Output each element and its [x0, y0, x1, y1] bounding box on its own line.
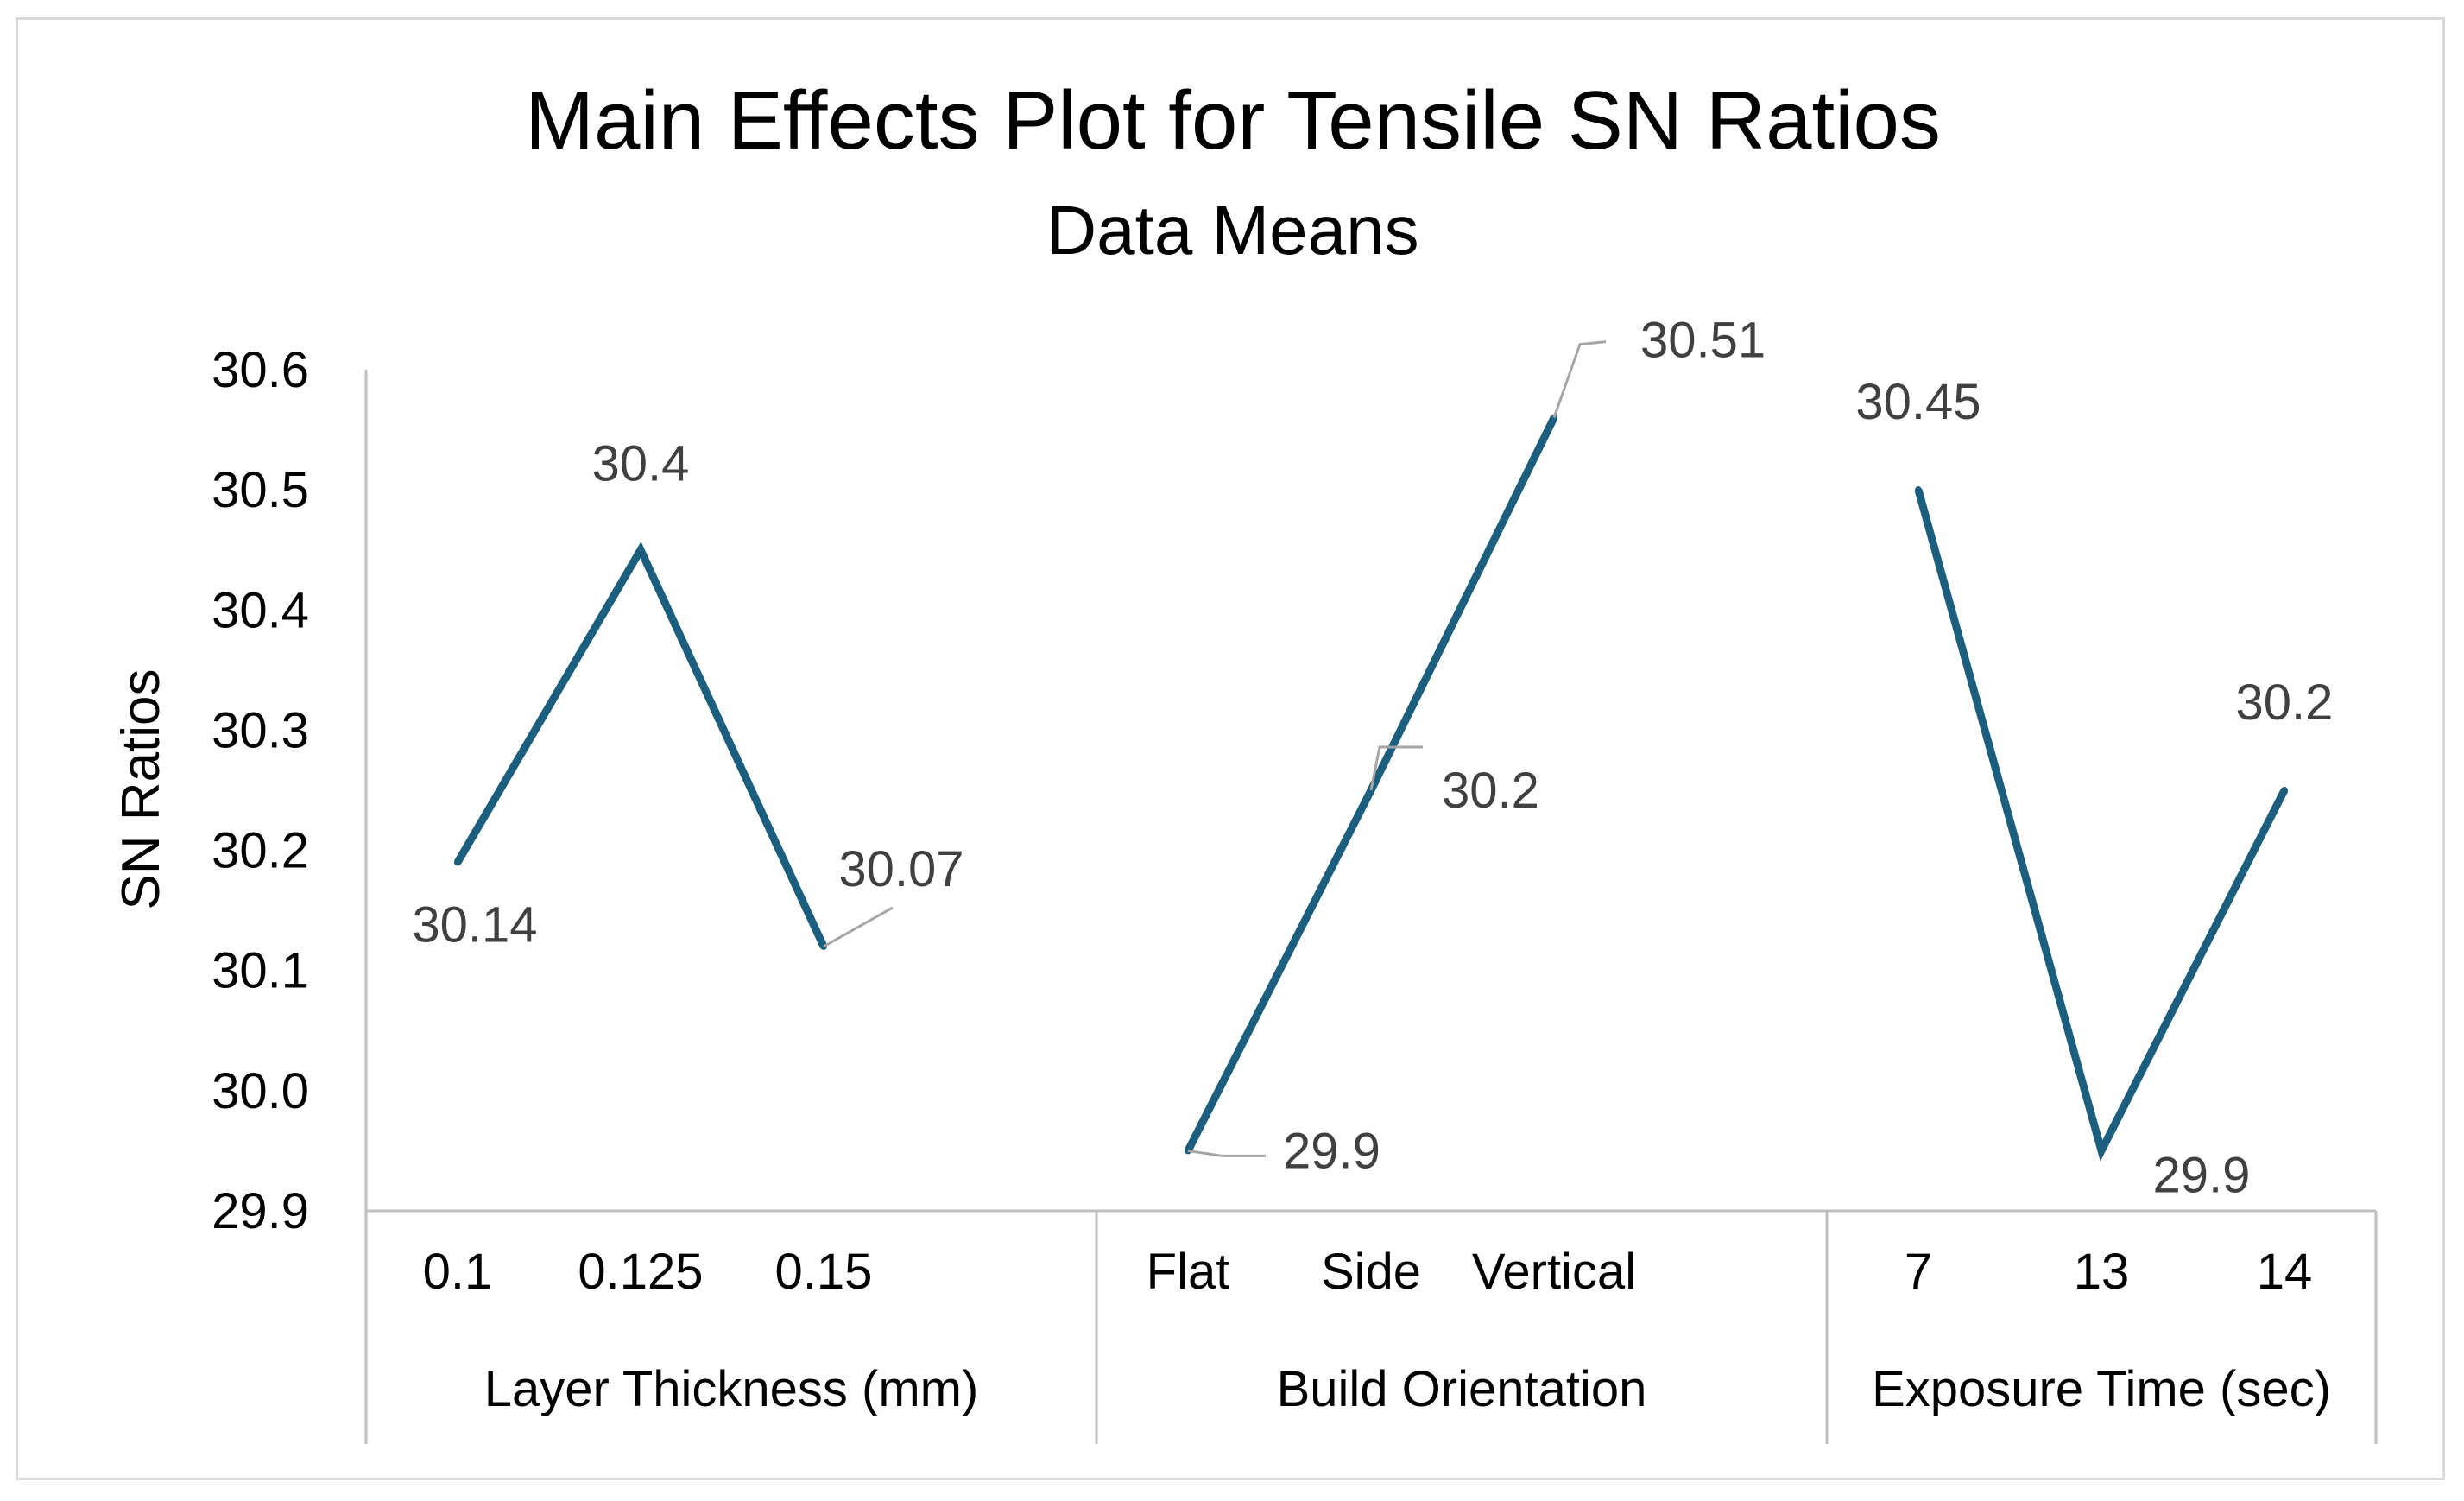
chart-title: Main Effects Plot for Tensile SN Ratios — [525, 74, 1941, 167]
y-tick-label: 30.4 — [212, 582, 309, 638]
data-point — [1915, 486, 1922, 494]
category-tick-label: 0.15 — [775, 1244, 873, 1300]
data-point — [637, 546, 644, 554]
category-tick-label: 0.125 — [578, 1244, 703, 1300]
data-label: 30.45 — [1855, 374, 1981, 430]
data-label: 30.2 — [1442, 763, 1539, 819]
label-leader-line — [1552, 340, 1607, 419]
y-tick-label: 30.0 — [212, 1063, 309, 1119]
data-label: 30.14 — [412, 896, 537, 953]
data-point — [2281, 787, 2288, 794]
data-point — [454, 858, 461, 866]
category-tick-label: Vertical — [1472, 1244, 1636, 1300]
data-label: 30.4 — [592, 436, 690, 492]
y-tick-label: 30.1 — [212, 943, 309, 999]
data-label: 30.07 — [838, 841, 963, 897]
chart-frame — [16, 17, 2445, 1480]
series-line — [454, 542, 828, 948]
group-label: Exposure Time (sec) — [1872, 1361, 2331, 1417]
y-tick-label: 29.9 — [212, 1183, 309, 1239]
y-tick-label: 30.3 — [212, 702, 309, 758]
category-tick-label: 7 — [1905, 1244, 1932, 1300]
data-label: 30.2 — [2236, 674, 2334, 731]
category-tick-label: 14 — [2257, 1244, 2313, 1300]
category-tick-label: 0.1 — [423, 1244, 493, 1300]
y-axis-label: SN Ratios — [111, 668, 171, 909]
y-tick-label: 30.5 — [212, 462, 309, 518]
group-label: Layer Thickness (mm) — [484, 1361, 979, 1417]
category-tick-label: Side — [1321, 1244, 1421, 1300]
label-leader-line — [1187, 1149, 1266, 1157]
group-label: Build Orientation — [1277, 1361, 1647, 1417]
series-line — [1914, 488, 2289, 1162]
label-leader-line — [1369, 745, 1423, 791]
data-label: 29.9 — [2153, 1147, 2251, 1203]
category-tick-label: Flat — [1147, 1244, 1230, 1300]
data-point — [2098, 1147, 2105, 1155]
data-label: 29.9 — [1283, 1123, 1380, 1179]
y-tick-label: 30.2 — [212, 823, 309, 879]
plot-area: 29.9 30.0 30.1 30.2 30.3 30.4 30.5 30.6 Layer Th… — [212, 313, 2378, 1444]
data-label: 30.51 — [1640, 313, 1766, 369]
chart-subtitle: Data Means — [1046, 192, 1418, 269]
label-leader-line — [823, 906, 894, 948]
category-tick-label: 13 — [2074, 1244, 2130, 1300]
y-tick-label: 30.6 — [212, 342, 309, 398]
